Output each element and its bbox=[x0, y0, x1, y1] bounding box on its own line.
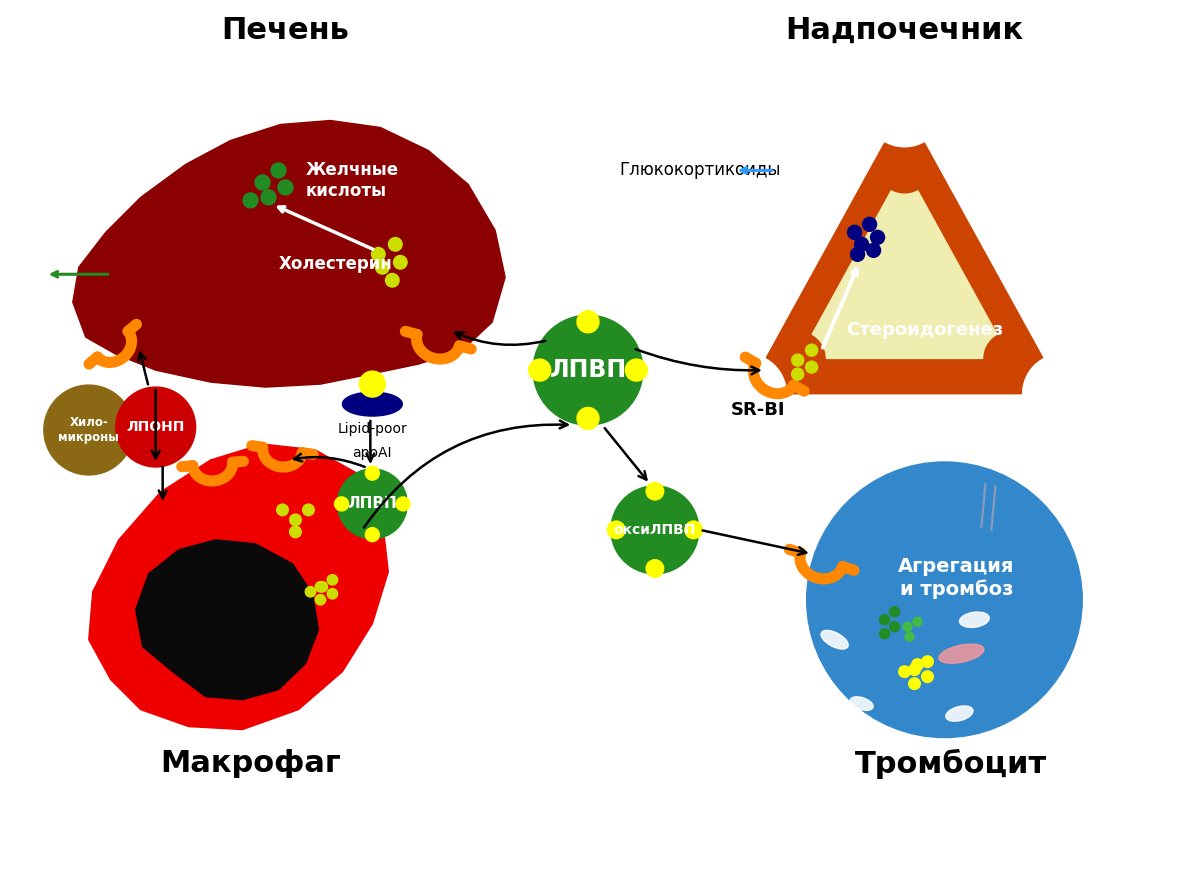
Circle shape bbox=[646, 483, 664, 500]
Ellipse shape bbox=[821, 631, 848, 649]
Text: Печень: Печень bbox=[222, 16, 350, 45]
Circle shape bbox=[850, 247, 864, 261]
Circle shape bbox=[334, 497, 348, 511]
Text: ЛПВП: ЛПВП bbox=[549, 358, 627, 382]
Polygon shape bbox=[89, 444, 389, 730]
Circle shape bbox=[607, 521, 625, 539]
Circle shape bbox=[646, 560, 664, 577]
Circle shape bbox=[870, 230, 885, 244]
Circle shape bbox=[578, 408, 599, 429]
Circle shape bbox=[116, 387, 196, 467]
Circle shape bbox=[848, 226, 862, 239]
Circle shape bbox=[805, 361, 817, 373]
Circle shape bbox=[611, 486, 699, 574]
Circle shape bbox=[529, 359, 550, 381]
Circle shape bbox=[913, 617, 922, 626]
Circle shape bbox=[255, 175, 270, 190]
Circle shape bbox=[867, 244, 881, 257]
Circle shape bbox=[908, 678, 920, 690]
Circle shape bbox=[376, 260, 389, 274]
Circle shape bbox=[289, 526, 301, 538]
Circle shape bbox=[880, 629, 889, 639]
Polygon shape bbox=[136, 540, 319, 699]
Polygon shape bbox=[813, 191, 997, 359]
Text: оксиЛПВП: оксиЛПВП bbox=[614, 523, 696, 537]
Circle shape bbox=[862, 218, 876, 231]
Text: Глюкокортикоиды: Глюкокортикоиды bbox=[619, 161, 781, 179]
Circle shape bbox=[389, 237, 402, 252]
Text: ЛПОНП: ЛПОНП bbox=[126, 420, 185, 434]
Circle shape bbox=[578, 310, 599, 333]
Circle shape bbox=[385, 274, 399, 287]
Circle shape bbox=[921, 656, 933, 667]
Circle shape bbox=[533, 315, 642, 425]
Circle shape bbox=[807, 462, 1082, 738]
Circle shape bbox=[318, 582, 327, 592]
Circle shape bbox=[365, 467, 379, 480]
Text: Тромбоцит: Тромбоцит bbox=[855, 748, 1048, 779]
Circle shape bbox=[327, 589, 338, 599]
Circle shape bbox=[44, 385, 133, 475]
Circle shape bbox=[912, 659, 924, 671]
Circle shape bbox=[372, 247, 385, 261]
Text: apoAI: apoAI bbox=[353, 446, 392, 460]
Circle shape bbox=[889, 622, 900, 632]
Text: Надпочечник: Надпочечник bbox=[785, 16, 1024, 45]
Circle shape bbox=[261, 190, 276, 205]
Circle shape bbox=[305, 587, 315, 597]
Text: Агрегация
и тромбоз: Агрегация и тромбоз bbox=[899, 557, 1014, 599]
Circle shape bbox=[626, 359, 647, 381]
Ellipse shape bbox=[959, 612, 990, 627]
Circle shape bbox=[903, 623, 912, 632]
Circle shape bbox=[889, 607, 900, 616]
Circle shape bbox=[685, 521, 703, 539]
Circle shape bbox=[315, 582, 326, 592]
Circle shape bbox=[880, 615, 889, 624]
Circle shape bbox=[243, 193, 257, 208]
Circle shape bbox=[338, 469, 407, 539]
Circle shape bbox=[791, 354, 803, 366]
Text: Lipid-poor: Lipid-poor bbox=[338, 422, 407, 436]
Circle shape bbox=[289, 514, 301, 525]
Ellipse shape bbox=[342, 392, 403, 416]
Circle shape bbox=[791, 368, 803, 380]
Circle shape bbox=[276, 504, 288, 516]
Text: SR-BI: SR-BI bbox=[731, 401, 785, 419]
Text: ЛПВП: ЛПВП bbox=[347, 497, 397, 511]
Circle shape bbox=[899, 665, 911, 677]
Circle shape bbox=[327, 574, 338, 585]
Polygon shape bbox=[73, 120, 505, 387]
Circle shape bbox=[805, 344, 817, 356]
Circle shape bbox=[365, 528, 379, 541]
Circle shape bbox=[855, 237, 868, 252]
Circle shape bbox=[921, 671, 933, 682]
Text: Желчные
кислоты: Желчные кислоты bbox=[306, 161, 398, 200]
Circle shape bbox=[393, 255, 407, 269]
Circle shape bbox=[315, 595, 326, 605]
Circle shape bbox=[302, 504, 314, 516]
Circle shape bbox=[359, 371, 385, 397]
Text: Холестерин: Холестерин bbox=[279, 255, 392, 273]
Text: Макрофаг: Макрофаг bbox=[161, 749, 341, 778]
Circle shape bbox=[278, 180, 293, 194]
Ellipse shape bbox=[850, 697, 873, 710]
Ellipse shape bbox=[946, 706, 973, 722]
Ellipse shape bbox=[939, 644, 984, 664]
Circle shape bbox=[270, 163, 286, 178]
Circle shape bbox=[908, 664, 920, 675]
Polygon shape bbox=[766, 143, 1043, 393]
Text: Стероидогенез: Стероидогенез bbox=[846, 321, 1003, 339]
Text: Хило-
микроны: Хило- микроны bbox=[58, 416, 119, 444]
Circle shape bbox=[905, 632, 914, 641]
Circle shape bbox=[396, 497, 410, 511]
